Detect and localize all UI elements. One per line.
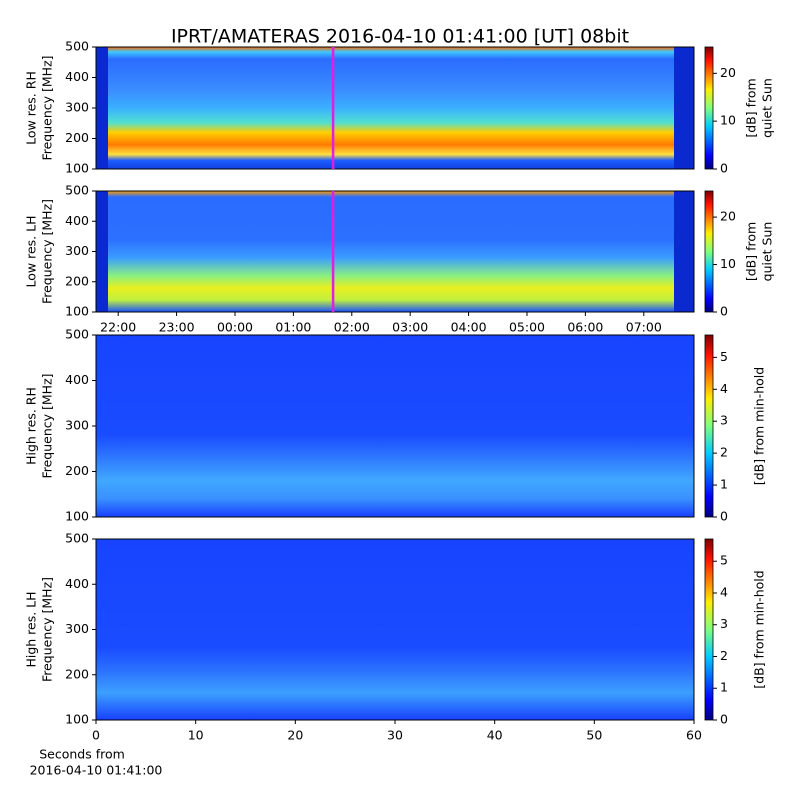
edge-strip — [96, 47, 108, 169]
spectrogram — [96, 191, 694, 312]
x-axis-label: 2016-04-10 01:41:00 — [30, 763, 163, 778]
y-tick-label: 500 — [65, 531, 89, 546]
edge-strip — [674, 191, 694, 312]
x-tick-label: 50 — [586, 728, 602, 743]
colorbar-tick-label: 3 — [720, 616, 728, 631]
x-tick-label: 05:00 — [509, 320, 545, 335]
x-tick-label: 0 — [92, 728, 100, 743]
colorbar-tick-label: 0 — [720, 304, 728, 319]
colorbar-label: [dB] from — [744, 222, 759, 281]
y-tick-label: 300 — [65, 418, 89, 433]
y-tick-label: 300 — [65, 243, 89, 258]
colorbar-tick-label: 3 — [720, 413, 728, 428]
y-tick-label: 400 — [65, 576, 89, 591]
x-tick-label: 04:00 — [451, 320, 487, 335]
y-tick-label: 500 — [65, 327, 89, 342]
y-tick-label: 300 — [65, 621, 89, 636]
x-tick-label: 22:00 — [100, 320, 136, 335]
x-tick-label: 03:00 — [392, 320, 428, 335]
edge-strip — [96, 191, 108, 312]
colorbar-label: [dB] from min-hold — [752, 367, 767, 485]
y-axis-label: Frequency [MHz] — [40, 577, 55, 682]
y-tick-label: 500 — [65, 183, 89, 198]
y-tick-label: 400 — [65, 372, 89, 387]
colorbar-label: [dB] from — [744, 78, 759, 137]
x-axis-label: Seconds from — [39, 747, 125, 762]
colorbar-label: [dB] from min-hold — [752, 570, 767, 688]
colorbar-tick-label: 0 — [720, 712, 728, 727]
y-axis-label: High res. RH — [24, 387, 39, 465]
y-tick-label: 300 — [65, 100, 89, 115]
colorbar-label: quiet Sun — [760, 78, 775, 138]
y-tick-label: 200 — [65, 666, 89, 681]
x-tick-label: 30 — [387, 728, 403, 743]
y-tick-label: 200 — [65, 463, 89, 478]
x-tick-label: 40 — [487, 728, 503, 743]
colorbar — [704, 538, 714, 721]
y-axis-label: Frequency [MHz] — [40, 373, 55, 478]
x-tick-label: 02:00 — [334, 320, 370, 335]
y-axis-label: High res. LH — [24, 591, 39, 667]
y-axis-label: Frequency [MHz] — [40, 199, 55, 304]
x-tick-label: 07:00 — [626, 320, 662, 335]
y-axis-label: Low res. LH — [24, 216, 39, 288]
colorbar-tick-label: 5 — [720, 349, 728, 364]
y-tick-label: 400 — [65, 213, 89, 228]
figure-title: IPRT/AMATERAS 2016-04-10 01:41:00 [UT] 0… — [171, 26, 629, 48]
colorbar-tick-label: 0 — [720, 161, 728, 176]
colorbar-label: quiet Sun — [760, 222, 775, 282]
colorbar — [704, 190, 714, 313]
colorbar-tick-label: 10 — [720, 113, 736, 128]
x-tick-label: 06:00 — [567, 320, 603, 335]
x-tick-label: 20 — [287, 728, 303, 743]
spectrogram — [96, 47, 694, 169]
colorbar — [704, 46, 714, 170]
x-tick-label: 10 — [188, 728, 204, 743]
colorbar-tick-label: 5 — [720, 553, 728, 568]
colorbar — [704, 334, 714, 518]
spectrogram — [96, 539, 694, 720]
y-tick-label: 100 — [65, 509, 89, 524]
y-tick-label: 500 — [65, 39, 89, 54]
edge-strip — [674, 47, 694, 169]
colorbar-tick-label: 1 — [720, 680, 728, 695]
colorbar-tick-label: 4 — [720, 584, 728, 599]
y-tick-label: 200 — [65, 130, 89, 145]
colorbar-tick-label: 2 — [720, 445, 728, 460]
y-tick-label: 100 — [65, 304, 89, 319]
colorbar-tick-label: 4 — [720, 381, 728, 396]
y-tick-label: 100 — [65, 161, 89, 176]
y-tick-label: 400 — [65, 69, 89, 84]
colorbar-tick-label: 10 — [720, 256, 736, 271]
colorbar-tick-label: 2 — [720, 648, 728, 663]
colorbar-tick-label: 0 — [720, 509, 728, 524]
colorbar-tick-label: 20 — [720, 209, 736, 224]
colorbar-tick-label: 1 — [720, 477, 728, 492]
x-tick-label: 23:00 — [159, 320, 195, 335]
y-axis-label: Frequency [MHz] — [40, 55, 55, 160]
spectrogram — [96, 335, 694, 517]
x-tick-label: 00:00 — [217, 320, 253, 335]
y-axis-label: Low res. RH — [24, 71, 39, 145]
x-tick-label: 01:00 — [275, 320, 311, 335]
x-tick-label: 60 — [686, 728, 702, 743]
y-tick-label: 100 — [65, 712, 89, 727]
y-tick-label: 200 — [65, 273, 89, 288]
colorbar-tick-label: 20 — [720, 65, 736, 80]
